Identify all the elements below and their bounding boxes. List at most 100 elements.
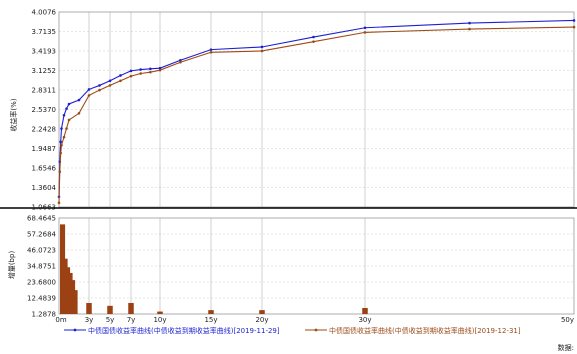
top-y-tick-label: 4.0076 xyxy=(32,9,57,17)
series-1-point xyxy=(209,48,213,51)
series-1-point xyxy=(312,35,315,39)
increment-bars xyxy=(60,224,368,314)
series-2-point xyxy=(77,111,81,115)
x-tick-label: 30y xyxy=(358,316,371,324)
increment-bar xyxy=(86,302,92,314)
series-2-point xyxy=(98,88,101,92)
series-1-point xyxy=(62,113,66,117)
top-y-tick-label: 1.0663 xyxy=(32,204,57,212)
series-1-point xyxy=(129,69,133,73)
legend-marker-series-2 xyxy=(314,328,318,332)
bottom-y-tick-label: 46.0723 xyxy=(27,246,56,254)
bottom-y-tick-label: 34.8751 xyxy=(27,263,56,271)
x-tick-label: 10y xyxy=(153,316,166,324)
series-2-point xyxy=(312,40,315,43)
source-label: 数据: xyxy=(558,343,574,352)
increment-bar xyxy=(67,267,71,314)
series-2-point xyxy=(468,27,471,31)
x-tick-label: 20y xyxy=(255,316,268,324)
top-y-tick-label: 3.4193 xyxy=(32,48,57,56)
top-y-tick-label: 1.3604 xyxy=(32,184,57,192)
top-y-tick-label: 1.9487 xyxy=(32,145,57,153)
x-tick-label: 3y xyxy=(85,316,94,324)
series-2-point xyxy=(363,31,367,34)
series-1-point xyxy=(77,98,81,102)
series-2-point xyxy=(209,50,213,54)
series-1-point xyxy=(468,21,471,25)
series-2-point xyxy=(119,79,122,83)
yield-curve-lines xyxy=(57,19,576,205)
series-2-point xyxy=(57,201,61,205)
series-1-point xyxy=(119,74,122,77)
top-y-tick-label: 2.2428 xyxy=(32,126,57,134)
top-y-axis-label: 收益率(%) xyxy=(9,98,18,131)
increment-bar xyxy=(60,224,63,314)
series-2-point xyxy=(129,74,133,78)
series-1-point xyxy=(158,66,162,70)
series-2-point xyxy=(58,170,62,173)
x-tick-label: 5y xyxy=(106,316,115,324)
bottom-y-tick-label: 23.6800 xyxy=(27,279,56,287)
series-1-point xyxy=(260,45,264,49)
series-2-point xyxy=(59,151,62,155)
increment-bar xyxy=(157,311,163,314)
bottom-y-tick-label: 68.4645 xyxy=(27,215,56,223)
series-1-point xyxy=(572,19,576,22)
increment-bar xyxy=(362,307,368,314)
legend: 中债国债收益率曲线(中债收益到期收益率曲线)[2019-11-29] 中债国债收… xyxy=(64,326,521,335)
series-1-point xyxy=(67,102,71,106)
increment-bar xyxy=(65,258,68,314)
x-tick-label: 7y xyxy=(127,316,136,324)
legend-marker-series-1 xyxy=(73,328,77,332)
increment-bar xyxy=(62,224,66,314)
increment-bar xyxy=(259,310,265,314)
top-y-tick-label: 3.7135 xyxy=(32,28,57,36)
top-plot-border xyxy=(58,11,575,208)
increment-bar xyxy=(107,305,113,314)
series-1-point xyxy=(98,84,101,87)
chart-gridlines xyxy=(59,12,574,314)
series-line-2 xyxy=(58,26,575,203)
top-y-tick-label: 2.8311 xyxy=(32,86,57,94)
series-1-point xyxy=(87,88,91,91)
series-1-point xyxy=(59,140,62,144)
series-2-point xyxy=(139,72,142,75)
series-1-point xyxy=(60,127,63,130)
bottom-plot-border xyxy=(58,217,575,315)
chart-frame xyxy=(0,11,577,315)
x-tick-label: 15y xyxy=(204,316,217,324)
bottom-y-tick-label: 57.2684 xyxy=(27,230,56,238)
x-tick-label: 0m xyxy=(55,316,66,324)
series-2-point xyxy=(158,68,162,72)
series-2-point xyxy=(572,25,576,29)
series-2-point xyxy=(108,84,112,87)
series-2-point xyxy=(65,127,68,130)
axis-tick-labels: 4.0076 3.7135 3.4193 3.1252 2.8311 2.5370 2.24… xyxy=(27,9,574,325)
series-2-point xyxy=(260,49,264,53)
series-2-point xyxy=(67,118,71,122)
top-y-tick-label: 3.1252 xyxy=(32,67,57,75)
series-1-point xyxy=(179,58,182,62)
series-2-point xyxy=(62,135,66,139)
series-1-point xyxy=(139,68,142,71)
legend-label-series-2: 中债国债收益率曲线(中债收益到期收益率曲线)[2019-12-31] xyxy=(329,326,521,335)
top-y-tick-label: 2.5370 xyxy=(32,106,57,114)
increment-bar xyxy=(70,272,73,314)
series-2-point xyxy=(87,94,91,97)
increment-bar xyxy=(75,290,78,314)
series-1-point xyxy=(363,26,367,30)
legend-label-series-1: 中债国债收益率曲线(中债收益到期收益率曲线)[2019-11-29] xyxy=(88,326,280,335)
increment-bar xyxy=(128,302,134,314)
series-1-point xyxy=(65,107,68,110)
series-2-point xyxy=(60,143,63,147)
series-1-point xyxy=(108,79,112,83)
series-2-point xyxy=(179,60,182,64)
series-1-point xyxy=(149,67,152,71)
series-2-point xyxy=(149,70,152,74)
bottom-y-axis-label: 增量(bp) xyxy=(7,251,16,280)
top-y-tick-label: 1.6546 xyxy=(32,164,57,172)
increment-bar xyxy=(208,310,214,314)
x-tick-label: 50y xyxy=(561,316,574,324)
increment-bar xyxy=(72,280,76,314)
